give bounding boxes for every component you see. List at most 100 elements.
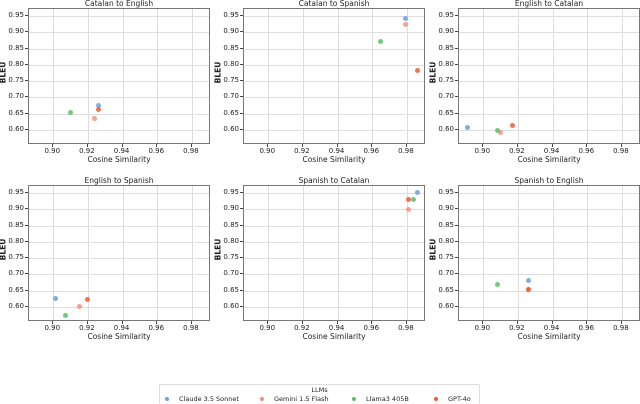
y-gridline: [29, 209, 209, 211]
legend-marker-gpt4o: [434, 397, 438, 401]
y-tick-label: 0.80: [438, 59, 454, 68]
y-gridline: [244, 209, 424, 211]
y-gridline: [459, 241, 639, 243]
y-tick-label: 0.95: [8, 188, 24, 196]
y-tick-mark: [455, 129, 458, 130]
y-gridline: [244, 81, 424, 83]
y-gridline: [459, 193, 639, 194]
x-tick-mark: [551, 144, 553, 147]
x-tick-mark: [482, 144, 484, 147]
y-tick-label: 0.90: [438, 204, 454, 213]
y-tick-label: 0.70: [223, 92, 239, 101]
y-tick-mark: [455, 80, 458, 82]
x-tick-label: 0.90: [474, 147, 491, 155]
x-tick-label: 0.90: [44, 147, 61, 155]
data-point: [92, 115, 98, 121]
y-tick-mark: [25, 273, 28, 275]
x-tick-label: 0.92: [294, 324, 310, 332]
y-tick-label: 0.85: [438, 220, 454, 229]
y-tick-mark: [240, 240, 243, 242]
y-tick-mark: [25, 47, 28, 49]
x-gridline: [122, 9, 124, 143]
y-gridline: [459, 97, 639, 99]
x-gridline: [268, 186, 270, 320]
x-gridline: [552, 9, 554, 143]
x-gridline: [621, 9, 623, 143]
x-gridline: [337, 186, 339, 320]
legend-item-claude: Claude 3.5 Sonnet: [165, 395, 260, 403]
x-tick-mark: [620, 144, 622, 147]
x-gridline: [302, 9, 304, 143]
y-tick-mark: [455, 192, 458, 193]
x-tick-label: 0.90: [259, 147, 276, 155]
x-tick-mark: [371, 144, 373, 147]
y-tick-mark: [240, 208, 243, 210]
y-tick-mark: [240, 273, 243, 275]
x-tick-label: 0.90: [474, 324, 491, 332]
x-tick-label: 0.98: [398, 147, 414, 155]
legend-label-llama: Llama3 405B: [366, 395, 409, 403]
y-tick-label: 0.70: [438, 92, 454, 101]
x-tick-mark: [121, 144, 123, 147]
y-gridline: [459, 258, 639, 260]
plot-area: [458, 185, 640, 321]
x-tick-label: 0.98: [613, 324, 629, 332]
y-tick-mark: [240, 63, 243, 65]
x-tick-mark: [586, 144, 588, 147]
x-tick-mark: [482, 321, 484, 324]
y-tick-mark: [240, 15, 243, 16]
y-gridline: [244, 241, 424, 243]
subplot-title: Spanish to English: [514, 176, 584, 185]
x-tick-label: 0.94: [113, 147, 130, 155]
x-gridline: [552, 186, 554, 320]
x-gridline: [372, 9, 374, 143]
y-gridline: [244, 307, 424, 308]
y-gridline: [29, 16, 209, 17]
x-tick-mark: [405, 144, 407, 147]
y-tick-label: 0.75: [438, 253, 454, 262]
data-point: [378, 38, 384, 44]
x-gridline: [191, 9, 193, 143]
subplot-title: Catalan to Spanish: [298, 0, 370, 8]
legend-marker-llama: [352, 397, 356, 401]
legend-item-gpt4o: GPT-4o: [434, 395, 479, 403]
y-gridline: [244, 290, 424, 292]
x-tick-mark: [586, 321, 588, 324]
y-tick-label: 0.65: [8, 108, 24, 117]
x-tick-label: 0.92: [79, 147, 95, 155]
data-point: [402, 22, 408, 28]
y-tick-label: 0.75: [438, 76, 454, 85]
data-point: [525, 287, 531, 293]
x-gridline: [587, 186, 589, 320]
data-point: [95, 103, 101, 109]
y-tick-mark: [25, 80, 28, 82]
x-tick-label: 0.94: [328, 147, 345, 155]
data-point: [76, 303, 82, 309]
data-point: [510, 122, 516, 128]
subplot-catalan-to-english: Catalan to English 0.90 0.92 0.94 0.96 0.98 0.…: [0, 0, 215, 175]
y-tick-label: 0.60: [438, 302, 454, 310]
y-gridline: [459, 48, 639, 50]
y-tick-mark: [240, 224, 243, 226]
y-tick-label: 0.80: [8, 236, 24, 245]
y-tick-label: 0.80: [438, 236, 454, 245]
data-point: [406, 197, 412, 203]
x-tick-label: 0.98: [398, 324, 414, 332]
data-point: [85, 297, 91, 303]
y-tick-mark: [455, 224, 458, 226]
plot-area: [243, 185, 425, 321]
y-tick-label: 0.80: [223, 59, 239, 68]
y-gridline: [244, 274, 424, 276]
y-tick-mark: [455, 63, 458, 65]
data-point: [498, 130, 504, 136]
y-tick-label: 0.85: [8, 43, 24, 52]
x-tick-mark: [121, 321, 123, 324]
y-tick-label: 0.80: [8, 59, 24, 68]
y-gridline: [244, 16, 424, 17]
y-gridline: [29, 48, 209, 50]
x-gridline: [483, 186, 485, 320]
x-gridline: [621, 186, 623, 320]
y-gridline: [29, 81, 209, 83]
x-axis-label: Cosine Similarity: [302, 332, 366, 341]
y-tick-label: 0.95: [8, 11, 24, 19]
